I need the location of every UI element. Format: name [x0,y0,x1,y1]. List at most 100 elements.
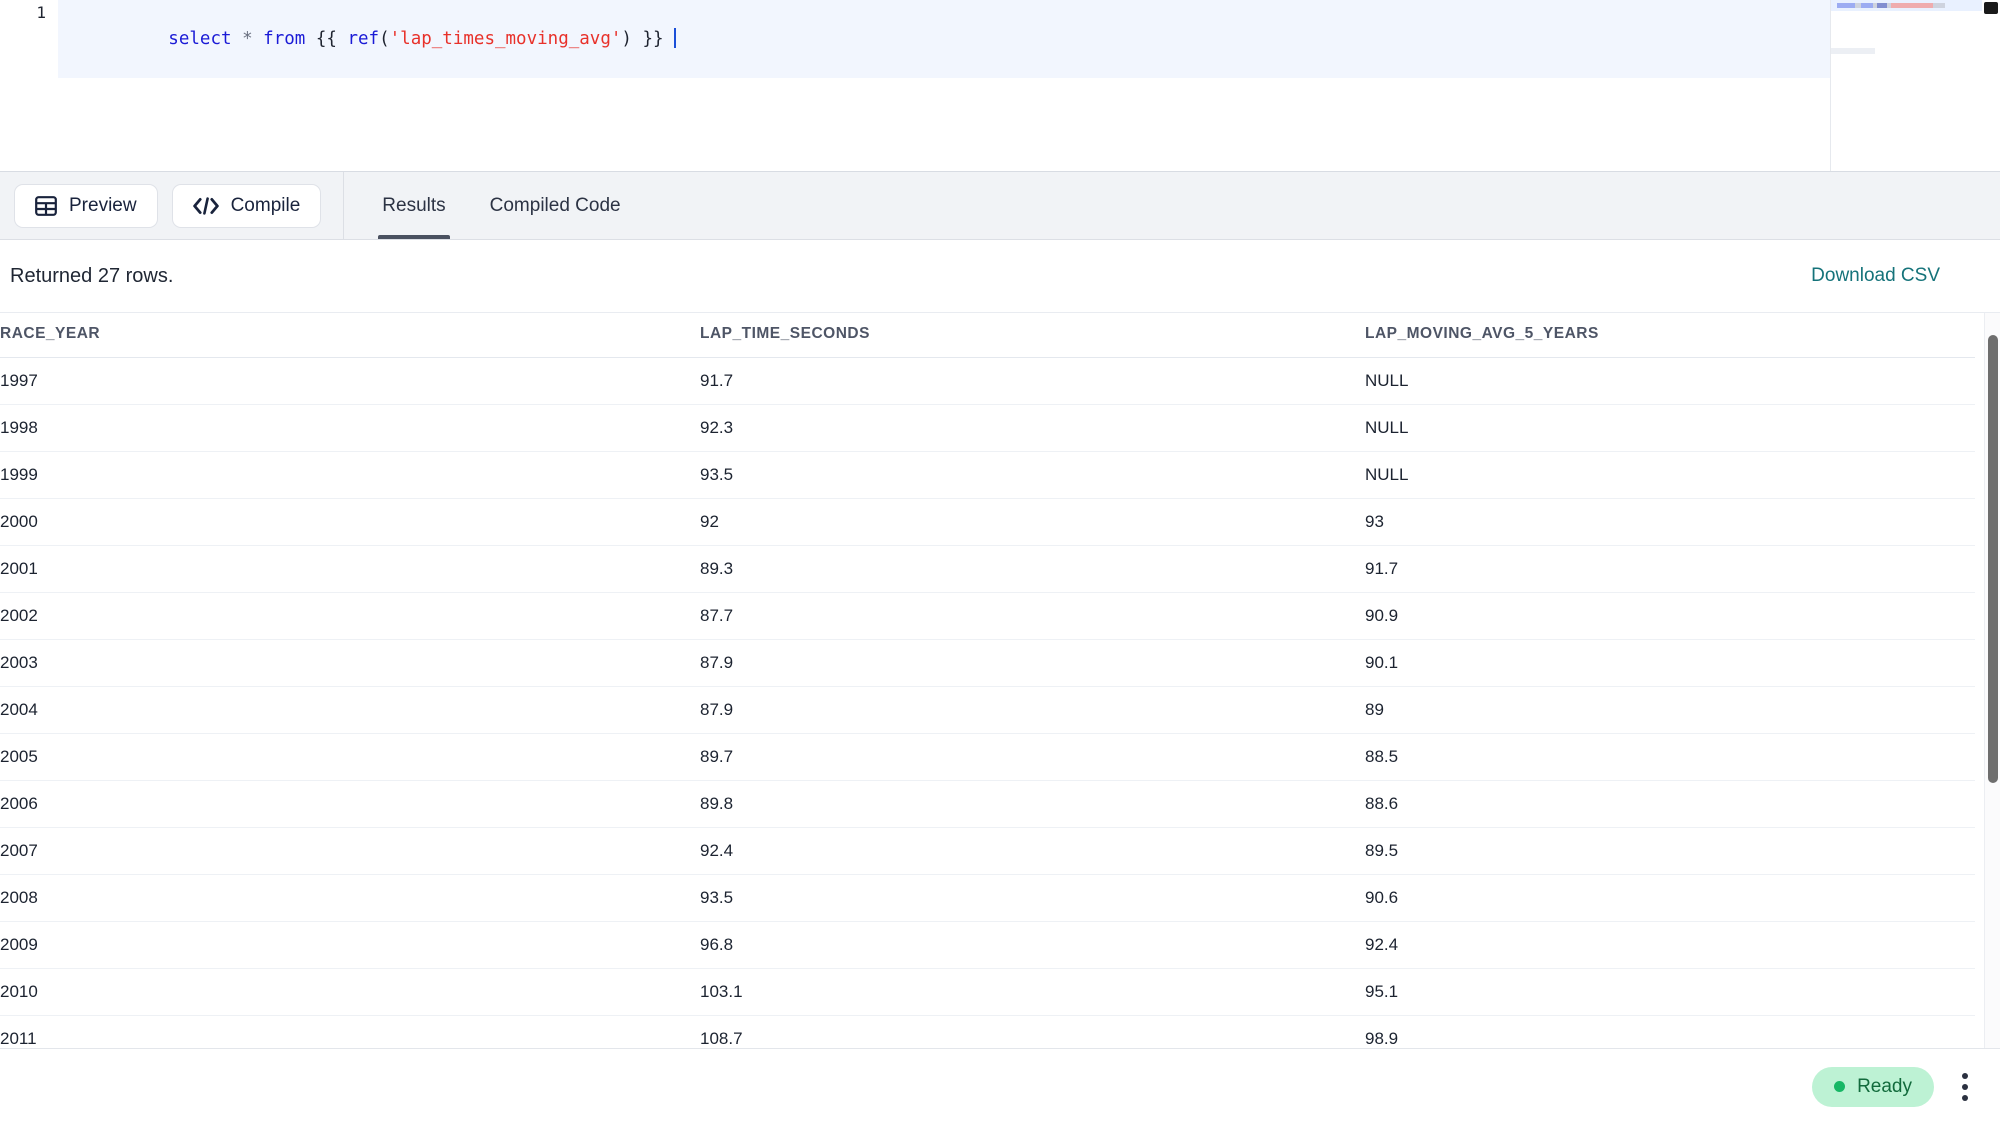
table-row[interactable]: 2010 103.1 95.1 [0,968,1975,1016]
cell-lap-time-seconds: 92.4 [700,827,1365,875]
preview-button[interactable]: Preview [14,183,158,228]
cell-lap-time-seconds: 91.7 [700,357,1365,405]
cell-lap-moving-avg: 92.4 [1365,921,1975,969]
table-row[interactable]: 2005 89.7 88.5 [0,733,1975,781]
cell-lap-moving-avg: 93 [1365,498,1975,546]
results-table-body: 1997 91.7 NULL 1998 92.3 NULL 1999 93.5 NULL 2000… [0,357,1975,1048]
kebab-dot [1962,1094,1968,1101]
kebab-dot [1962,1083,1968,1090]
cell-race-year: 2003 [0,639,700,687]
cell-lap-moving-avg: 88.5 [1365,733,1975,781]
code-token-op: * [242,29,253,49]
column-header-race-year[interactable]: RACE_YEAR [0,313,700,358]
tab-compiled-code[interactable]: Compiled Code [468,172,643,239]
cell-race-year: 2002 [0,592,700,640]
cell-lap-moving-avg: NULL [1365,451,1975,499]
cell-lap-moving-avg: 90.6 [1365,874,1975,922]
kebab-dot [1962,1072,1968,1079]
code-token-punct: {{ [315,29,348,49]
code-token-fn: ref [347,29,380,49]
cell-race-year: 1999 [0,451,700,499]
cell-lap-time-seconds: 89.8 [700,780,1365,828]
cell-lap-time-seconds: 87.9 [700,639,1365,687]
cell-race-year: 2000 [0,498,700,546]
table-row[interactable]: 2011 108.7 98.9 [0,1015,1975,1048]
table-row[interactable]: 2000 92 93 [0,498,1975,546]
results-tabs: Results Compiled Code [344,172,643,239]
table-row[interactable]: 2002 87.7 90.9 [0,592,1975,640]
results-table-head: RACE_YEAR LAP_TIME_SECONDS LAP_MOVING_AV… [0,313,1975,358]
code-token-punct: ) }} [621,29,664,49]
cell-lap-time-seconds: 89.3 [700,545,1365,593]
code-editor-pane[interactable]: 1 select * from {{ ref('lap_times_moving… [0,0,2000,172]
code-token-plain [305,29,316,49]
cell-lap-time-seconds: 103.1 [700,968,1365,1016]
returned-rows-text: Returned 27 rows. [10,264,174,287]
compile-button-label: Compile [230,194,301,216]
cell-race-year: 1998 [0,404,700,452]
cell-lap-moving-avg: NULL [1365,357,1975,405]
download-csv-link[interactable]: Download CSV [1811,265,1940,286]
cell-race-year: 2005 [0,733,700,781]
code-token-plain [232,29,243,49]
more-options-icon[interactable] [1952,1067,1978,1107]
cell-race-year: 2009 [0,921,700,969]
table-grid-icon [35,195,57,216]
cell-lap-moving-avg: 89.5 [1365,827,1975,875]
table-row[interactable]: 2004 87.9 89 [0,686,1975,734]
table-row[interactable]: 1998 92.3 NULL [0,404,1975,452]
results-scrollbar-thumb[interactable] [1988,335,1998,783]
code-token-plain [253,29,264,49]
tab-results[interactable]: Results [360,172,467,239]
cell-lap-moving-avg: 91.7 [1365,545,1975,593]
table-row[interactable]: 2006 89.8 88.6 [0,780,1975,828]
results-vertical-scrollbar[interactable] [1984,313,2000,1048]
tab-compiled-code-label: Compiled Code [489,194,621,216]
compile-button[interactable]: Compile [171,183,322,228]
cell-lap-moving-avg: 89 [1365,686,1975,734]
cell-lap-time-seconds: 89.7 [700,733,1365,781]
cell-lap-time-seconds: 108.7 [700,1015,1365,1048]
cell-race-year: 2001 [0,545,700,593]
cell-lap-time-seconds: 93.5 [700,874,1365,922]
code-token-str: 'lap_times_moving_avg' [389,29,622,49]
toolbar-actions: Preview Compile [0,172,345,239]
cell-race-year: 2004 [0,686,700,734]
table-row[interactable]: 2001 89.3 91.7 [0,545,1975,593]
cell-lap-moving-avg: 88.6 [1365,780,1975,828]
code-editor-text[interactable]: select * from {{ ref('lap_times_moving_a… [58,0,2000,78]
table-row[interactable]: 2007 92.4 89.5 [0,827,1975,875]
cell-lap-moving-avg: 98.9 [1365,1015,1975,1048]
cell-lap-moving-avg: 90.1 [1365,639,1975,687]
line-number-gutter: 1 [0,0,58,26]
tab-results-label: Results [382,194,446,216]
editor-minimap[interactable] [1830,0,1982,171]
code-token-punct: ( [379,29,390,49]
editor-scrollbar-thumb[interactable] [1984,2,1998,14]
code-editor-line[interactable]: 1 select * from {{ ref('lap_times_moving… [0,0,2000,78]
column-header-lap-time-seconds[interactable]: LAP_TIME_SECONDS [700,313,1365,358]
text-cursor [673,28,676,48]
preview-button-label: Preview [69,194,137,216]
table-row[interactable]: 2008 93.5 90.6 [0,874,1975,922]
table-row[interactable]: 1999 93.5 NULL [0,451,1975,499]
minimap-ghost-block [1831,48,1875,54]
cell-lap-time-seconds: 96.8 [700,921,1365,969]
results-table: RACE_YEAR LAP_TIME_SECONDS LAP_MOVING_AV… [0,313,1975,1048]
column-header-lap-moving-avg[interactable]: LAP_MOVING_AVG_5_YEARS [1365,313,1975,358]
table-row[interactable]: 1997 91.7 NULL [0,357,1975,405]
table-row[interactable]: 2003 87.9 90.1 [0,639,1975,687]
status-dot-icon [1834,1081,1846,1092]
editor-vertical-scrollbar[interactable] [1982,0,2000,171]
cell-lap-time-seconds: 92.3 [700,404,1365,452]
table-row[interactable]: 2009 96.8 92.4 [0,921,1975,969]
status-bar: Ready [0,1048,2000,1124]
code-token-kw: select [168,29,232,49]
cell-lap-time-seconds: 87.7 [700,592,1365,640]
status-badge[interactable]: Ready [1812,1066,1934,1107]
cell-race-year: 1997 [0,357,700,405]
cell-race-year: 2011 [0,1015,700,1048]
cell-race-year: 2006 [0,780,700,828]
cell-race-year: 2008 [0,874,700,922]
